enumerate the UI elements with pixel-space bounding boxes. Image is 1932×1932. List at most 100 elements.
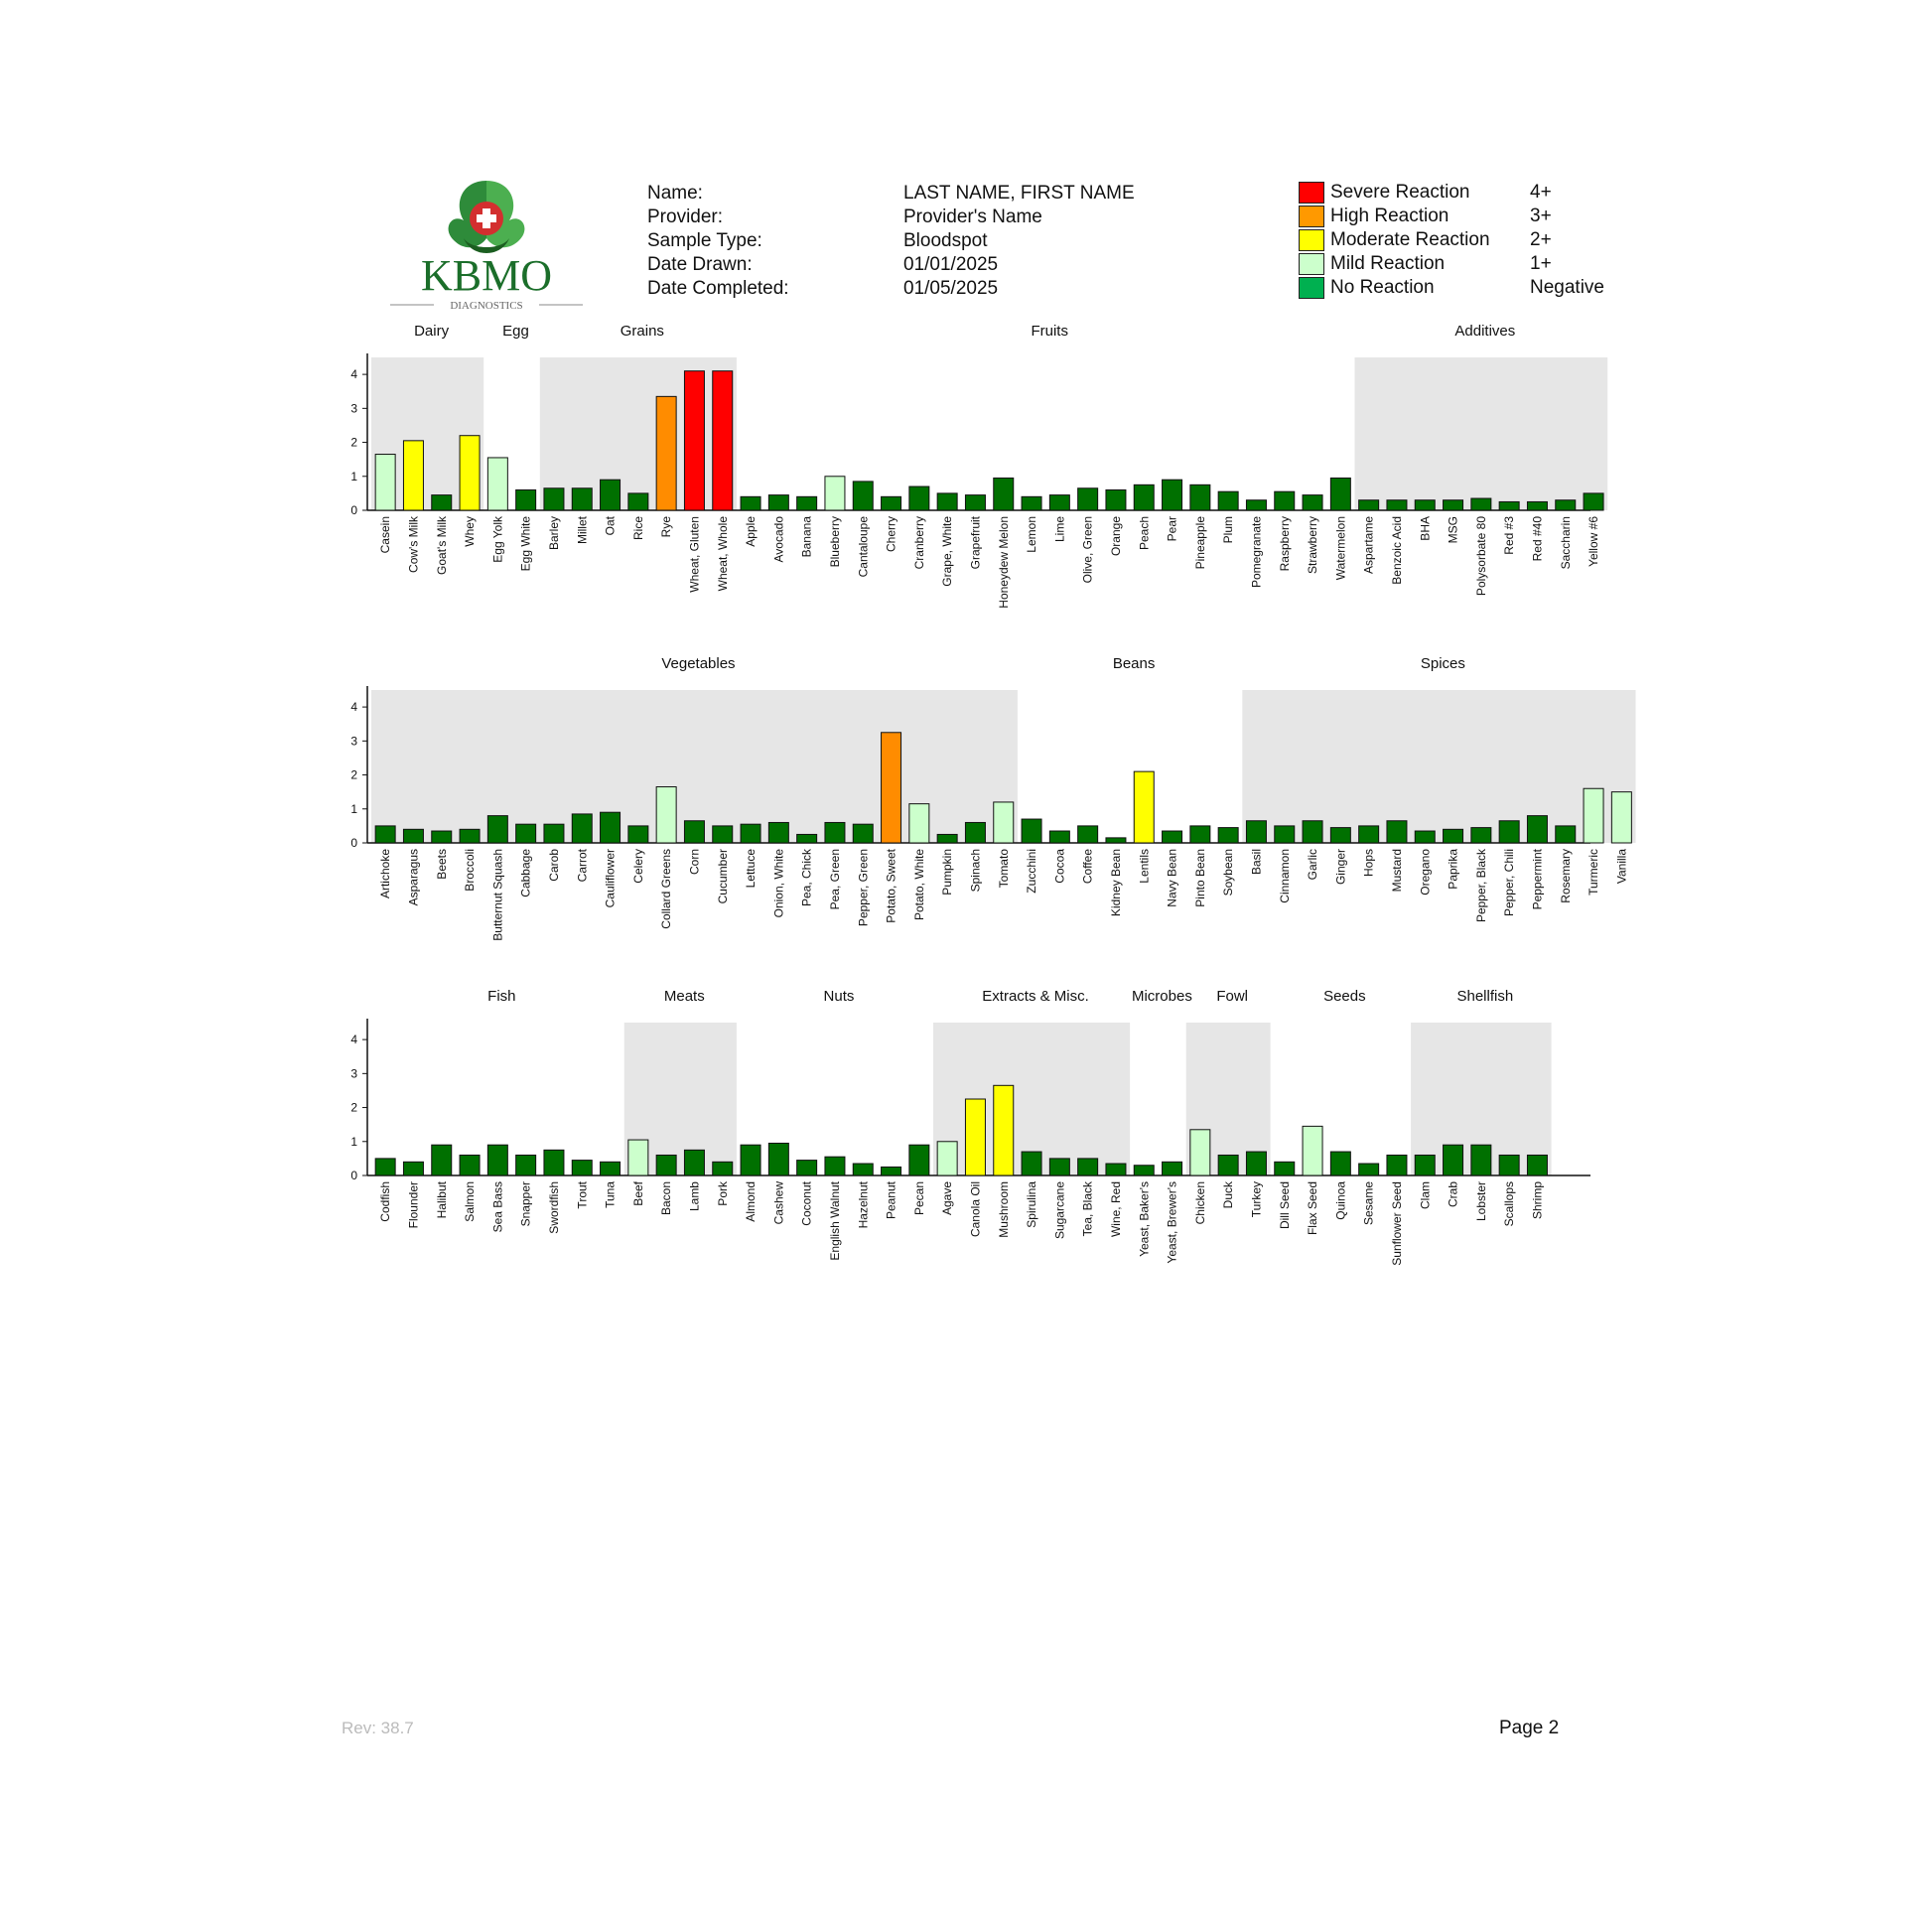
bar (712, 370, 734, 511)
category-label: Olive, Green (1081, 516, 1095, 583)
bar (1077, 825, 1099, 844)
category-label: Hops (1362, 849, 1376, 877)
bar (1189, 1129, 1211, 1176)
bar (1443, 1144, 1464, 1176)
bar (1443, 828, 1464, 844)
category-label: Casein (378, 516, 392, 553)
category-label: Yeast, Baker's (1137, 1181, 1151, 1257)
category-label: Pineapple (1193, 516, 1207, 570)
bar (1526, 815, 1548, 844)
category-label: Wheat, Whole (716, 516, 730, 592)
category-label: Collard Greens (659, 849, 673, 929)
category-label: Snapper (519, 1181, 533, 1226)
provider-label: Provider: (647, 207, 724, 227)
bar (571, 1160, 593, 1176)
bar (1245, 499, 1267, 511)
category-label: Pork (716, 1180, 730, 1206)
bar (1555, 499, 1577, 511)
category-label: Oregano (1418, 849, 1432, 896)
category-label: Carob (547, 849, 561, 882)
category-label: Pinto Bean (1193, 849, 1207, 907)
y-tick-label: 0 (350, 836, 357, 850)
category-label: Pear (1166, 516, 1179, 541)
bar (1245, 820, 1267, 844)
sample-type-label: Sample Type: (647, 230, 762, 251)
y-tick-label: 3 (350, 1066, 357, 1080)
group-shade-2 (539, 357, 737, 510)
category-label: Halibut (435, 1180, 449, 1218)
bar (1077, 487, 1099, 511)
category-label: Tuna (604, 1181, 618, 1208)
category-label: Pepper, Green (856, 849, 870, 926)
category-label: Flax Seed (1306, 1181, 1319, 1235)
bar (1274, 1161, 1296, 1176)
y-tick-label: 4 (350, 367, 357, 381)
bar (740, 823, 761, 844)
y-tick-label: 1 (350, 470, 357, 483)
group-title: Extracts & Misc. (982, 988, 1089, 1005)
category-label: Cantaloupe (856, 516, 870, 578)
category-label: Grapefruit (968, 515, 982, 569)
category-label: Swordfish (547, 1181, 561, 1234)
legend-grade: 2+ (1530, 229, 1552, 250)
bar (683, 820, 705, 844)
bar (964, 821, 986, 844)
category-label: Red #3 (1502, 516, 1516, 555)
bar (1245, 1151, 1267, 1176)
bar (515, 488, 537, 511)
category-label: Kidney Bean (1109, 849, 1123, 916)
category-label: Celery (631, 849, 645, 884)
category-label: Peppermint (1530, 848, 1544, 909)
legend-label: Mild Reaction (1330, 253, 1446, 274)
category-label: Mushroom (997, 1181, 1011, 1238)
category-label: Codfish (378, 1181, 392, 1222)
category-label: Turkey (1249, 1181, 1263, 1217)
bar (459, 435, 481, 511)
patient-info-labels: Name: Provider: Sample Type: Date Drawn:… (647, 182, 789, 301)
category-label: Pumpkin (940, 849, 954, 896)
bar (1217, 490, 1239, 511)
group-title: Grains (621, 323, 664, 340)
y-tick-label: 0 (350, 1169, 357, 1182)
category-label: Trout (575, 1180, 589, 1208)
bar (1274, 825, 1296, 844)
legend-grade: 1+ (1530, 253, 1552, 274)
bar (1162, 830, 1183, 844)
bar (1498, 820, 1520, 844)
bar (993, 1084, 1015, 1176)
bar (796, 495, 818, 511)
bar (600, 479, 621, 511)
bar (964, 1098, 986, 1176)
bar (627, 1139, 649, 1176)
category-label: Aspartame (1362, 516, 1376, 574)
category-label: Quinoa (1333, 1181, 1347, 1220)
bar (1498, 500, 1520, 511)
category-label: Cauliflower (604, 849, 618, 907)
category-label: Apple (744, 516, 758, 547)
bar (459, 828, 481, 844)
bar (1021, 1151, 1042, 1176)
bar (1329, 827, 1351, 844)
bar (993, 477, 1015, 511)
name-value: LAST NAME, FIRST NAME (903, 183, 1135, 204)
bar (824, 821, 846, 844)
bar (402, 440, 424, 511)
category-label: Cranberry (912, 516, 926, 569)
category-label: Saccharin (1559, 516, 1573, 569)
bar (1048, 830, 1070, 844)
category-label: Dill Seed (1278, 1181, 1292, 1229)
category-label: Cabbage (519, 849, 533, 897)
logo-emblem-icon: KBMO DIAGNOSTICS (390, 181, 583, 312)
bar (374, 825, 396, 844)
legend-label: Severe Reaction (1330, 182, 1470, 203)
category-label: Agave (940, 1181, 954, 1215)
bar (993, 801, 1015, 844)
bar (1048, 1158, 1070, 1176)
category-label: Paprika (1447, 849, 1460, 890)
y-tick-label: 1 (350, 1135, 357, 1149)
category-label: Crab (1447, 1181, 1460, 1207)
group-title: Spices (1421, 655, 1465, 672)
category-label: Lemon (1025, 516, 1038, 553)
bar (486, 815, 508, 844)
revision-text: Rev: 38.7 (342, 1719, 414, 1737)
